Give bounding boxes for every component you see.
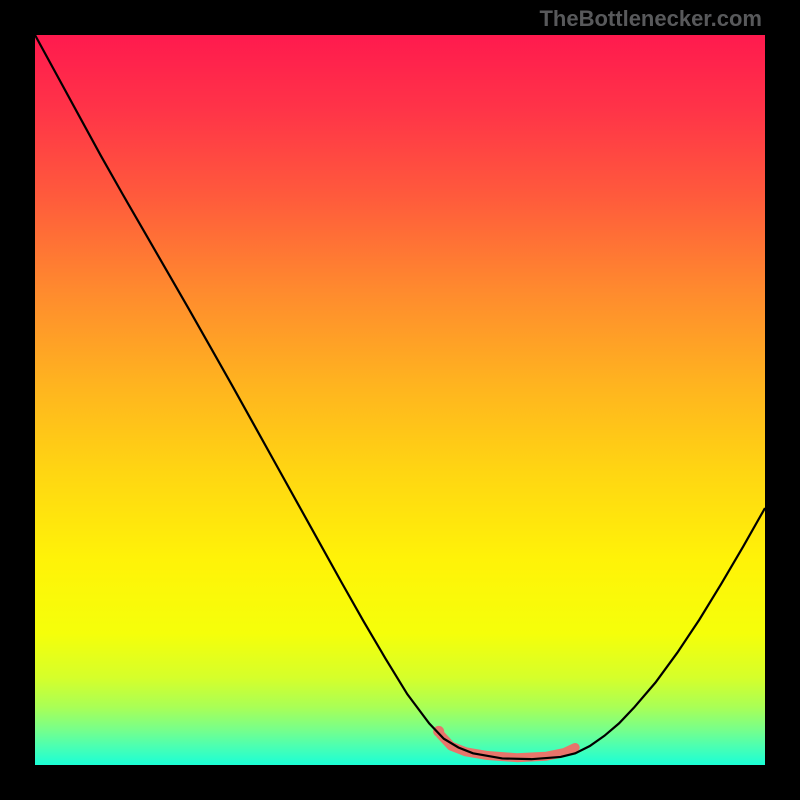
chart-container: TheBottlenecker.com xyxy=(0,0,800,800)
watermark-text: TheBottlenecker.com xyxy=(539,6,762,32)
curve-marker xyxy=(433,726,444,737)
curve-highlight xyxy=(440,734,575,757)
curve-layer xyxy=(35,35,765,765)
plot-area xyxy=(35,35,765,765)
bottleneck-curve xyxy=(35,35,765,759)
